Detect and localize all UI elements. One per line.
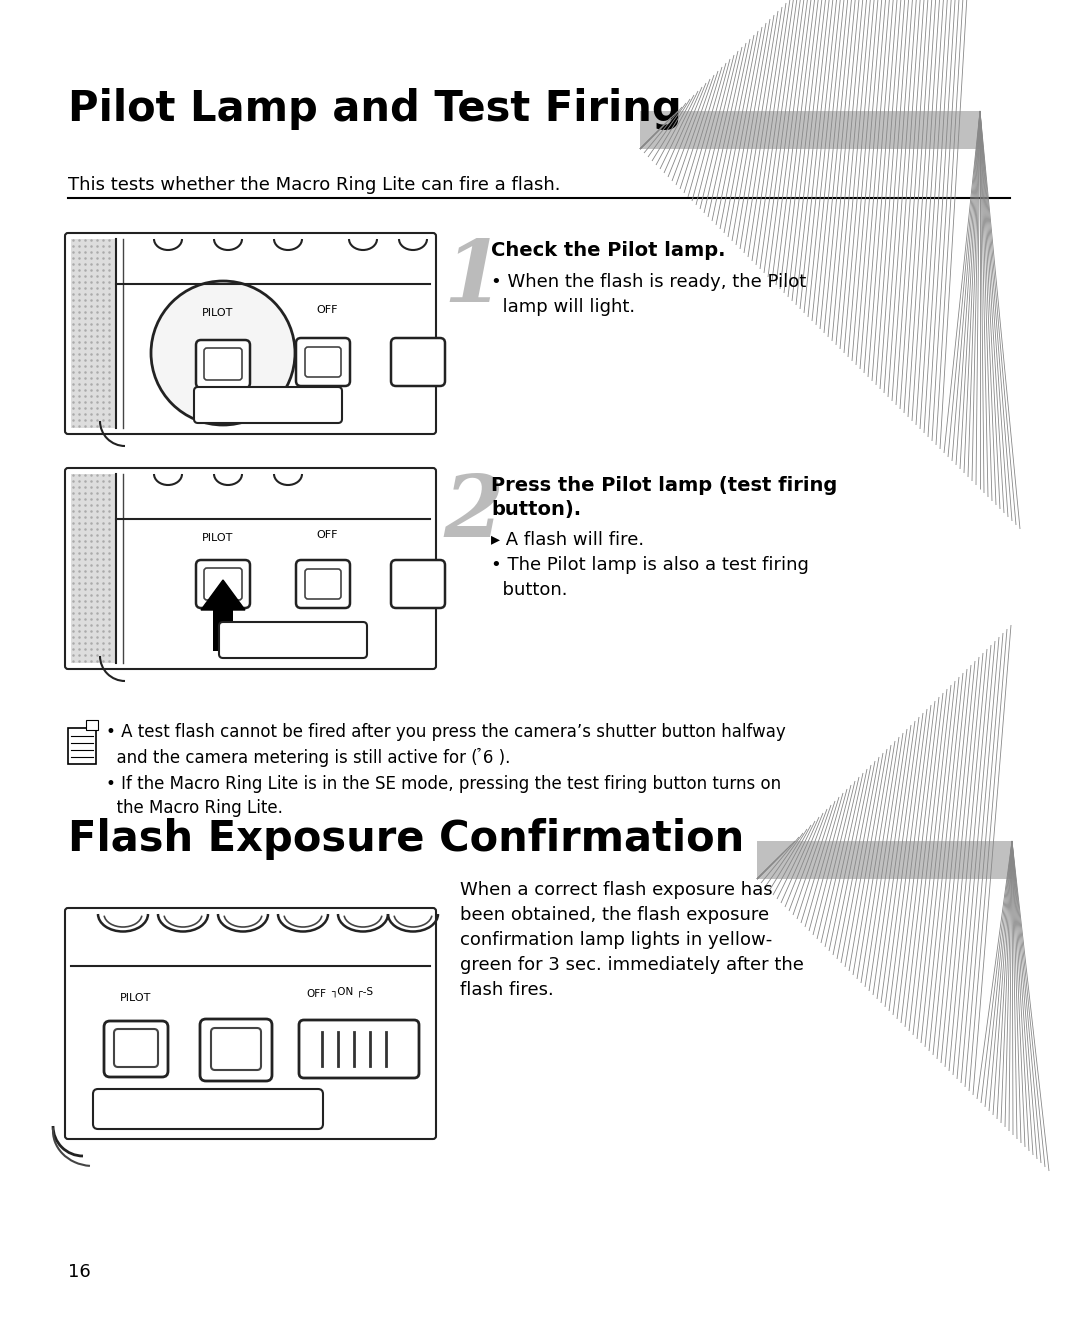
- FancyBboxPatch shape: [65, 908, 436, 1139]
- Bar: [71, 240, 116, 429]
- Bar: [68, 728, 96, 764]
- FancyBboxPatch shape: [65, 233, 436, 434]
- Bar: [213, 610, 233, 651]
- Text: OFF: OFF: [316, 530, 337, 540]
- FancyBboxPatch shape: [65, 469, 436, 669]
- FancyBboxPatch shape: [114, 1029, 158, 1067]
- FancyBboxPatch shape: [299, 1020, 419, 1078]
- Text: • If the Macro Ring Lite is in the SE mode, pressing the test firing button turn: • If the Macro Ring Lite is in the SE mo…: [106, 775, 781, 817]
- FancyBboxPatch shape: [305, 347, 341, 377]
- FancyBboxPatch shape: [391, 338, 445, 386]
- Text: • The Pilot lamp is also a test firing
  button.: • The Pilot lamp is also a test firing b…: [491, 556, 809, 599]
- Circle shape: [151, 281, 295, 425]
- FancyBboxPatch shape: [93, 1089, 323, 1129]
- FancyBboxPatch shape: [391, 560, 445, 608]
- FancyBboxPatch shape: [204, 347, 242, 379]
- Text: When a correct flash exposure has
been obtained, the flash exposure
confirmation: When a correct flash exposure has been o…: [460, 881, 804, 1000]
- Text: PILOT: PILOT: [120, 993, 151, 1004]
- FancyBboxPatch shape: [195, 560, 249, 608]
- FancyBboxPatch shape: [296, 338, 350, 386]
- Text: 16: 16: [68, 1263, 91, 1280]
- Text: • When the flash is ready, the Pilot
  lamp will light.: • When the flash is ready, the Pilot lam…: [491, 273, 807, 315]
- FancyBboxPatch shape: [204, 568, 242, 600]
- FancyBboxPatch shape: [104, 1021, 168, 1077]
- Text: PILOT: PILOT: [202, 532, 233, 543]
- FancyBboxPatch shape: [211, 1028, 261, 1070]
- Bar: [86, 720, 98, 729]
- Text: • A test flash cannot be fired after you press the camera’s shutter button halfw: • A test flash cannot be fired after you…: [106, 723, 786, 767]
- Text: This tests whether the Macro Ring Lite can fire a flash.: This tests whether the Macro Ring Lite c…: [68, 176, 561, 194]
- Text: PILOT: PILOT: [202, 307, 233, 318]
- FancyBboxPatch shape: [200, 1020, 272, 1081]
- Text: ▸ A flash will fire.: ▸ A flash will fire.: [491, 531, 644, 548]
- Text: ┐ON ┌-S: ┐ON ┌-S: [330, 986, 373, 997]
- Text: Check the Pilot lamp.: Check the Pilot lamp.: [491, 241, 726, 260]
- FancyBboxPatch shape: [296, 560, 350, 608]
- Text: Pilot Lamp and Test Firing: Pilot Lamp and Test Firing: [68, 88, 681, 130]
- Text: OFF: OFF: [316, 305, 337, 315]
- FancyBboxPatch shape: [219, 622, 367, 658]
- Text: Flash Exposure Confirmation: Flash Exposure Confirmation: [68, 819, 744, 860]
- FancyBboxPatch shape: [194, 387, 342, 423]
- Polygon shape: [201, 580, 245, 610]
- Text: 1: 1: [443, 236, 503, 319]
- Bar: [640, 110, 980, 149]
- Text: OFF: OFF: [306, 989, 326, 1000]
- Bar: [71, 474, 116, 663]
- Text: Press the Pilot lamp (test firing
button).: Press the Pilot lamp (test firing button…: [491, 476, 837, 519]
- Text: 2: 2: [443, 471, 503, 555]
- FancyBboxPatch shape: [305, 568, 341, 599]
- Bar: [757, 841, 1012, 878]
- FancyBboxPatch shape: [195, 339, 249, 389]
